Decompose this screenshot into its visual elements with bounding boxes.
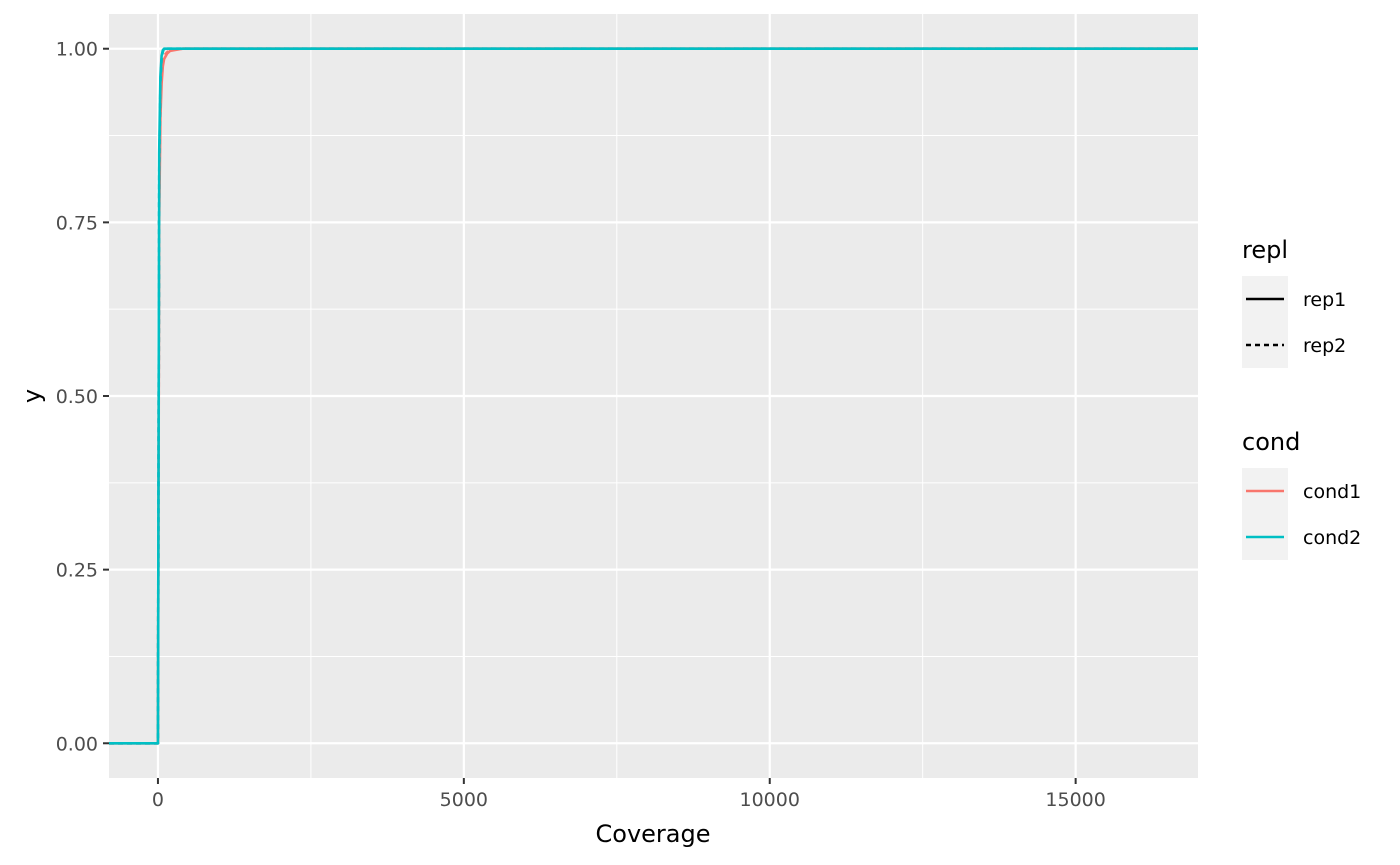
series-line-cond2-rep2 xyxy=(109,47,1198,745)
x-axis-title: Coverage xyxy=(596,820,711,848)
axis-ticks xyxy=(103,47,1077,784)
legend-title-repl: repl xyxy=(1242,236,1288,264)
x-tick-label: 0 xyxy=(152,789,164,811)
x-tick-label: 15000 xyxy=(1045,789,1105,811)
legend-label-cond2: cond2 xyxy=(1303,527,1361,549)
y-tick-label: 0.75 xyxy=(56,212,98,234)
y-tick-label: 0.25 xyxy=(56,560,98,582)
y-tick-label: 1.00 xyxy=(56,39,98,61)
legend-label-rep2: rep2 xyxy=(1303,335,1346,357)
legend-title-cond: cond xyxy=(1242,428,1300,456)
legend: repl rep1 rep2 cond cond1 cond2 xyxy=(1242,236,1361,560)
legend-label-cond1: cond1 xyxy=(1303,481,1361,503)
y-tick-label: 0.50 xyxy=(56,386,98,408)
series-layer xyxy=(109,47,1198,745)
x-tick-label: 10000 xyxy=(740,789,800,811)
y-tick-label: 0.00 xyxy=(56,733,98,755)
x-tick-label: 5000 xyxy=(440,789,488,811)
tick-labels: 0 5000 10000 15000 0.00 0.25 0.50 0.75 1.00 xyxy=(56,39,1106,811)
y-axis-title: y xyxy=(18,389,46,403)
legend-label-rep1: rep1 xyxy=(1303,289,1346,311)
